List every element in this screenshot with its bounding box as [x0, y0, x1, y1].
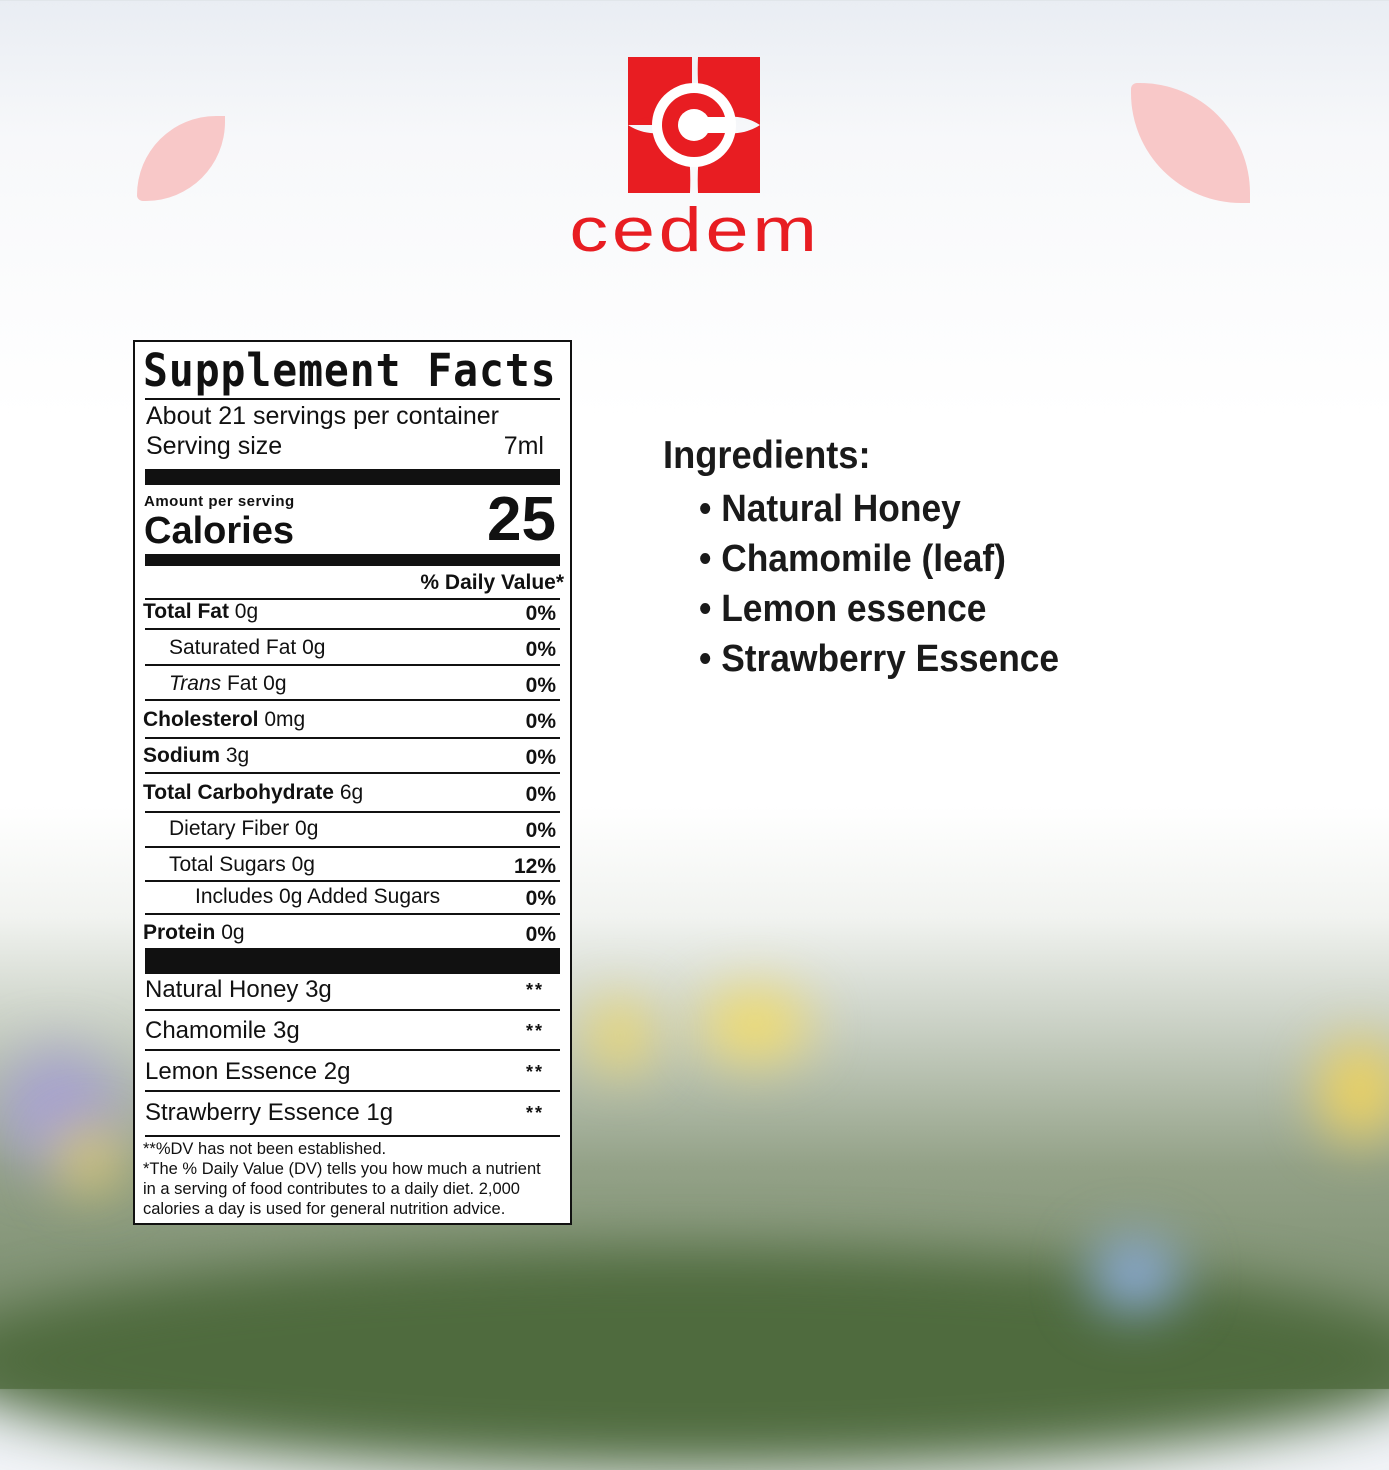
ingredient-daily-value: ** — [525, 1021, 544, 1041]
background-flower — [1320, 1040, 1389, 1140]
footnotes: **%DV has not been established. *The % D… — [143, 1139, 541, 1219]
nutrient-daily-value: 12% — [513, 855, 556, 878]
nutrient-name: Total Carbohydrate — [143, 781, 334, 804]
amount-per-serving: Amount per serving — [144, 493, 295, 510]
nutrient-name-suffix: Fat — [226, 672, 258, 695]
nutrient-amount: 0g — [302, 636, 326, 659]
nutrient-amount: 0g — [263, 672, 287, 695]
nutrient-row: Includes 0g Added Sugars — [195, 885, 440, 909]
ingredient-daily-value: ** — [525, 1103, 544, 1123]
ingredient-item: Lemon essence — [699, 584, 1059, 634]
thick-divider — [145, 554, 560, 566]
nutrient-amount: 0g — [221, 921, 245, 944]
decorative-petal-right — [1131, 83, 1250, 203]
nutrient-name: Sodium — [143, 744, 220, 767]
divider — [145, 880, 560, 882]
nutrient-row: Cholesterol 0mg — [143, 708, 305, 732]
nutrient-row: Sodium 3g — [143, 744, 249, 768]
nutrient-amount: 0g — [291, 853, 315, 876]
divider — [145, 664, 560, 666]
nutrient-row: Saturated Fat 0g — [169, 636, 325, 660]
calories-label: Calories — [144, 510, 294, 552]
nutrient-daily-value: 0% — [525, 602, 556, 625]
divider — [145, 772, 560, 774]
nutrient-daily-value: 0% — [525, 710, 556, 733]
nutrient-row: Protein 0g — [143, 921, 245, 945]
background-flower — [1090, 1240, 1180, 1310]
serving-size-value: 7ml — [503, 432, 544, 460]
footnote: in a serving of food contributes to a da… — [143, 1180, 520, 1198]
supplement-facts-label: Supplement Facts About 21 servings per c… — [133, 340, 572, 1225]
nutrient-name: Total Fat — [143, 600, 229, 623]
nutrient-amount: 0g — [295, 817, 319, 840]
brand-name: cedem — [569, 196, 821, 265]
nutrient-daily-value: 0% — [525, 746, 556, 769]
nutrient-name: Saturated Fat — [169, 636, 297, 659]
ingredient-item: Chamomile (leaf) — [699, 534, 1059, 584]
nutrient-amount: 3g — [225, 744, 250, 767]
background-flower — [60, 1130, 120, 1190]
divider — [145, 1135, 560, 1137]
divider — [145, 1009, 560, 1011]
ingredient-daily-value: ** — [525, 1062, 544, 1082]
thick-divider — [145, 469, 560, 485]
nutrient-name: Trans — [169, 672, 222, 695]
divider — [145, 737, 560, 739]
divider — [145, 598, 560, 600]
label-title: Supplement Facts — [143, 344, 557, 397]
cedem-logo-icon — [628, 57, 760, 193]
ingredients-list: Natural Honey Chamomile (leaf) Lemon ess… — [663, 484, 1086, 684]
thick-divider — [145, 948, 560, 974]
footnote: calories a day is used for general nutri… — [143, 1200, 506, 1218]
nutrient-daily-value: 0% — [525, 923, 556, 946]
divider — [145, 699, 560, 701]
servings-per-container: About 21 servings per container — [146, 402, 499, 430]
nutrient-daily-value: 0% — [525, 887, 556, 910]
divider — [145, 846, 560, 848]
daily-value-header: % Daily Value* — [420, 571, 564, 594]
nutrient-amount: 6g — [339, 781, 364, 804]
nutrient-name: Cholesterol — [143, 708, 259, 731]
nutrient-amount: 0mg — [264, 708, 306, 731]
ingredients-heading: Ingredients: — [663, 434, 871, 477]
serving-size-label: Serving size — [146, 432, 283, 460]
ingredient-item: Natural Honey — [699, 484, 1059, 534]
nutrient-name: Protein — [143, 921, 216, 944]
decorative-petal-left — [137, 116, 225, 201]
ingredient-row: Lemon Essence 2g — [145, 1058, 351, 1085]
divider — [145, 398, 560, 400]
nutrient-row: Total Fat 0g — [143, 600, 258, 624]
nutrient-name: Includes 0g Added Sugars — [195, 885, 441, 908]
nutrient-amount: 0g — [234, 600, 259, 623]
ingredients-panel: Ingredients: Natural Honey Chamomile (le… — [663, 434, 1086, 684]
ingredient-row: Chamomile 3g — [145, 1017, 300, 1044]
nutrient-row: Total Carbohydrate 6g — [143, 781, 363, 805]
background-flower — [590, 1000, 650, 1070]
nutrient-daily-value: 0% — [525, 819, 556, 842]
nutrient-daily-value: 0% — [525, 674, 556, 697]
nutrient-row: Total Sugars 0g — [169, 853, 315, 877]
footnote: *The % Daily Value (DV) tells you how mu… — [143, 1160, 541, 1178]
nutrient-row: Dietary Fiber 0g — [169, 817, 318, 841]
ingredient-row: Strawberry Essence 1g — [145, 1099, 394, 1126]
nutrient-name: Total Sugars — [169, 853, 286, 876]
calories-value: 25 — [487, 485, 556, 554]
ingredient-daily-value: ** — [525, 980, 544, 1000]
nutrient-daily-value: 0% — [525, 783, 556, 806]
nutrient-daily-value: 0% — [525, 638, 556, 661]
footnote: **%DV has not been established. — [143, 1140, 387, 1158]
background-flower — [700, 990, 810, 1060]
divider — [145, 1090, 560, 1092]
divider — [145, 811, 560, 813]
divider — [145, 913, 560, 915]
divider — [145, 1049, 560, 1051]
ingredient-item: Strawberry Essence — [699, 634, 1059, 684]
divider — [145, 628, 560, 630]
nutrient-row: Trans Fat 0g — [169, 672, 287, 696]
background-meadow — [0, 1250, 1389, 1470]
ingredient-row: Natural Honey 3g — [145, 976, 332, 1003]
nutrient-name: Dietary Fiber — [169, 817, 290, 840]
